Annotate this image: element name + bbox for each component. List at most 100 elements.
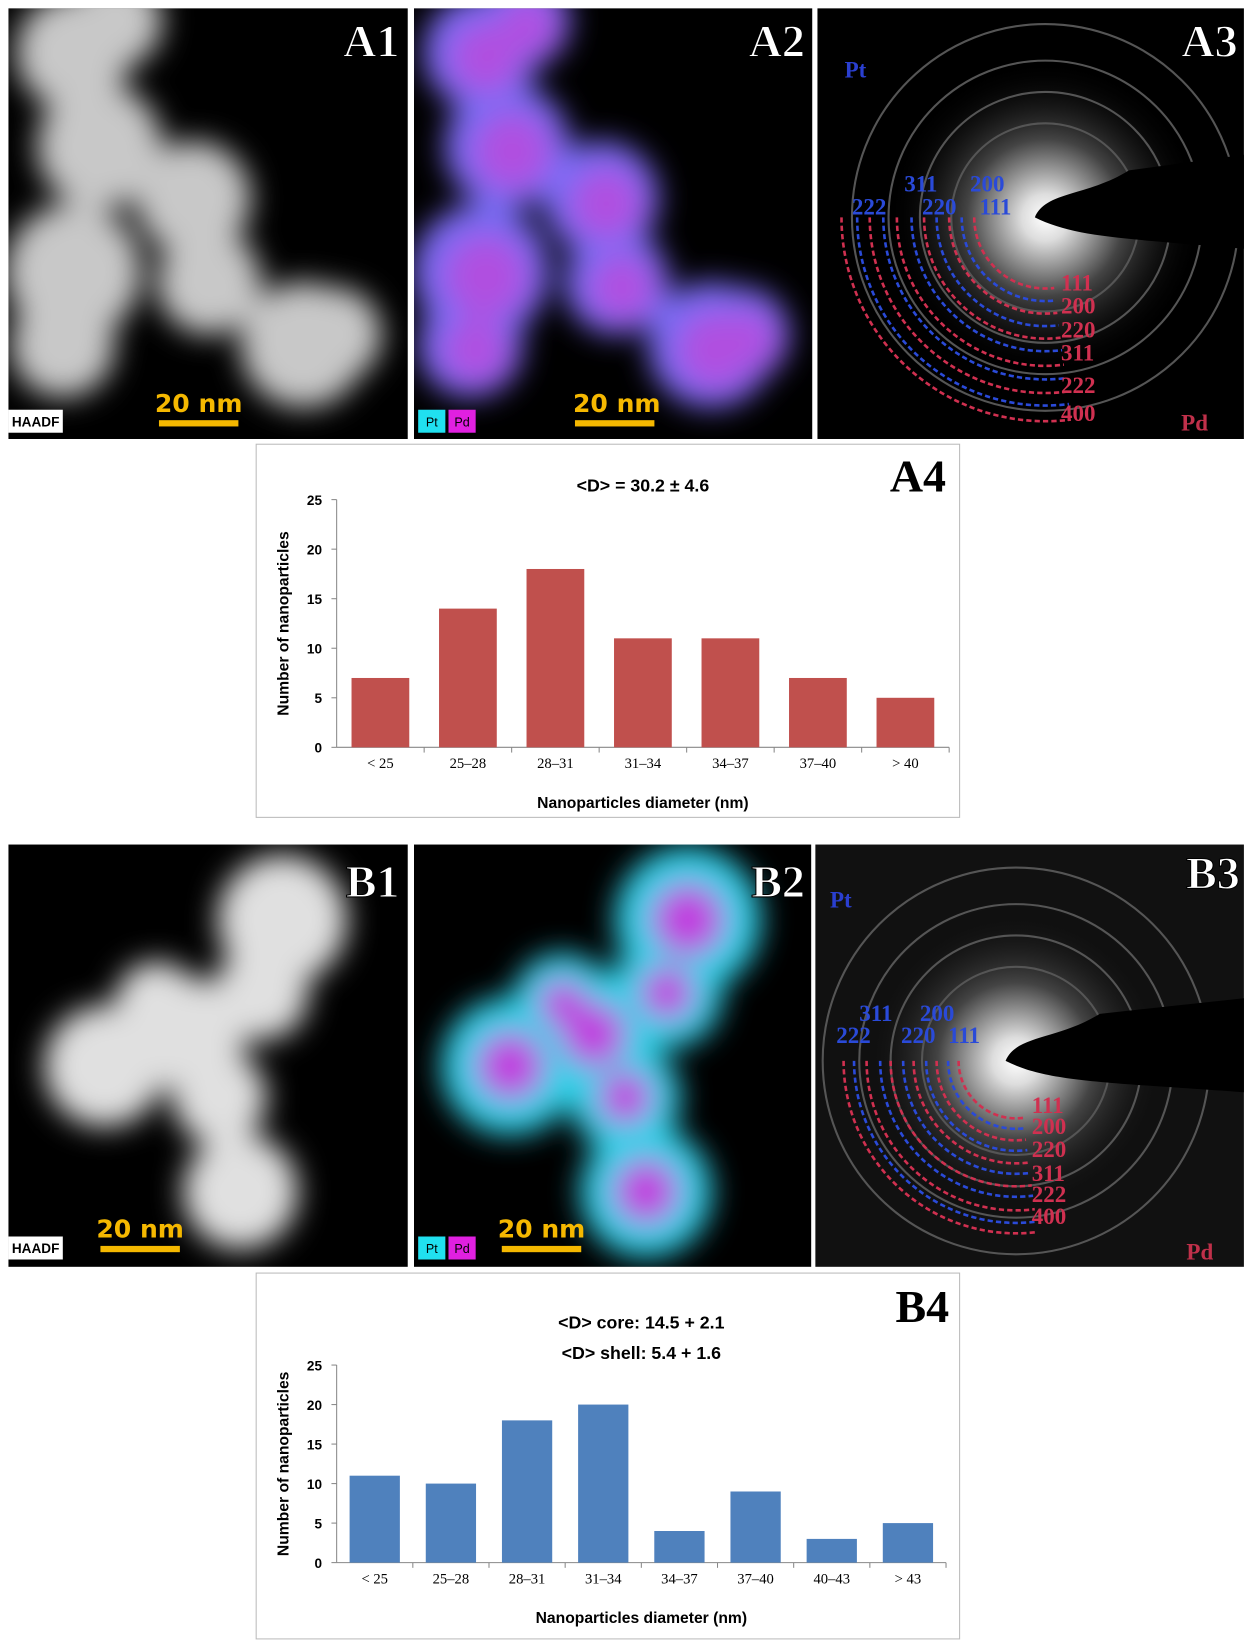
x-axis-title: Nanoparticles diameter (nm) <box>537 795 748 812</box>
pt-ring-label: 220 <box>901 1023 935 1048</box>
x-tick-label: < 25 <box>361 1572 388 1588</box>
scale-bar <box>100 1246 179 1252</box>
panel-label: A4 <box>890 450 946 501</box>
scale-bar <box>159 420 238 426</box>
x-axis-title: Nanoparticles diameter (nm) <box>536 1610 747 1627</box>
pt-ring-label: 222 <box>836 1023 870 1048</box>
detector-label: HAADF <box>12 1241 60 1256</box>
pt-ring-label: 311 <box>904 171 937 196</box>
bar <box>730 1491 780 1562</box>
particle <box>115 962 199 1046</box>
bar <box>614 638 672 747</box>
y-tick-label: 15 <box>307 592 323 607</box>
pd-ring-label: 200 <box>1032 1114 1066 1139</box>
x-tick-label: > 40 <box>892 756 919 772</box>
bar <box>426 1484 476 1563</box>
bar <box>789 678 847 747</box>
pd-ring-label: 400 <box>1032 1204 1066 1229</box>
figure: 3112002222201111112002203112224003112002… <box>0 0 1244 1641</box>
bar <box>702 638 760 747</box>
x-tick-label: 31–34 <box>625 756 662 772</box>
pt-ring-label: 200 <box>970 171 1004 196</box>
particle <box>641 967 693 1019</box>
pt-ring-label: 111 <box>979 194 1011 219</box>
x-tick-label: 34–37 <box>712 756 749 772</box>
x-tick-label: 28–31 <box>537 756 574 772</box>
x-tick-label: 37–40 <box>800 756 837 772</box>
x-tick-label: 25–28 <box>433 1572 470 1588</box>
chart-title: <D> = 30.2 ± 4.6 <box>577 475 710 495</box>
pattern-label: Pt <box>830 887 852 912</box>
bar <box>439 609 497 748</box>
particle <box>652 884 723 955</box>
particle <box>614 1160 677 1223</box>
x-tick-label: < 25 <box>367 756 394 772</box>
legend-label: Pt <box>426 1242 438 1256</box>
pt-ring-label: 111 <box>948 1023 980 1048</box>
particle <box>500 0 556 54</box>
particle <box>591 256 654 319</box>
pd-ring-label: 311 <box>1061 341 1094 366</box>
panel-label: A3 <box>1181 15 1237 66</box>
pd-ring-label: 220 <box>1061 318 1095 343</box>
particle <box>572 169 641 238</box>
y-axis-title: Number of nanoparticles <box>276 531 293 716</box>
scale-label: 20 nm <box>155 389 243 418</box>
bar <box>527 569 585 747</box>
y-tick-label: 5 <box>314 691 322 706</box>
pattern-label: Pt <box>845 57 867 82</box>
scale-label: 20 nm <box>573 389 661 418</box>
pt-ring-label: 222 <box>852 194 886 219</box>
legend-label: Pt <box>426 415 438 429</box>
y-tick-label: 10 <box>307 1477 322 1492</box>
bar <box>807 1539 857 1563</box>
pd-ring-label: 111 <box>1061 271 1093 296</box>
bar <box>883 1523 933 1563</box>
bar <box>350 1476 400 1563</box>
particle <box>157 230 262 335</box>
panel-label: B3 <box>1186 847 1240 898</box>
y-tick-label: 20 <box>307 542 322 557</box>
panel-label: A1 <box>343 15 399 66</box>
detector-label: HAADF <box>12 414 60 429</box>
particle <box>444 319 507 382</box>
particle <box>719 311 775 367</box>
scale-bar <box>575 420 654 426</box>
particle <box>11 293 116 398</box>
particle <box>288 287 382 381</box>
x-tick-label: 28–31 <box>509 1572 546 1588</box>
bar <box>877 698 935 748</box>
bar <box>578 1405 628 1563</box>
legend-label: Pd <box>454 415 469 429</box>
y-tick-label: 10 <box>307 641 322 656</box>
particle <box>183 1134 298 1249</box>
x-tick-label: > 43 <box>895 1572 922 1588</box>
particle <box>477 1033 544 1100</box>
chart-title: <D> core: 14.5 + 2.1 <box>558 1312 724 1332</box>
panel-label: B4 <box>895 1281 949 1332</box>
x-tick-label: 37–40 <box>737 1572 774 1588</box>
pd-ring-label: 220 <box>1032 1137 1066 1162</box>
pattern-label: Pd <box>1186 1239 1213 1264</box>
y-tick-label: 0 <box>314 1556 322 1571</box>
pt-ring-label: 220 <box>922 194 956 219</box>
scale-label: 20 nm <box>498 1215 586 1244</box>
chart-frame <box>256 444 959 817</box>
particle <box>599 1072 651 1124</box>
panel-label: A2 <box>749 15 805 66</box>
pd-ring-label: 200 <box>1061 294 1095 319</box>
particle <box>539 980 585 1026</box>
bar <box>654 1531 704 1563</box>
x-tick-label: 31–34 <box>585 1572 622 1588</box>
legend-label: Pd <box>454 1242 469 1256</box>
pd-ring-label: 222 <box>1061 373 1095 398</box>
bar <box>352 678 410 747</box>
chart-subtitle: <D> shell: 5.4 + 1.6 <box>562 1343 721 1363</box>
bar <box>502 1420 552 1562</box>
particle <box>173 1050 267 1144</box>
x-tick-label: 40–43 <box>813 1572 850 1588</box>
y-tick-label: 25 <box>307 493 323 508</box>
y-tick-label: 20 <box>307 1398 322 1413</box>
y-tick-label: 15 <box>307 1437 323 1452</box>
panel-label: B1 <box>346 856 400 907</box>
